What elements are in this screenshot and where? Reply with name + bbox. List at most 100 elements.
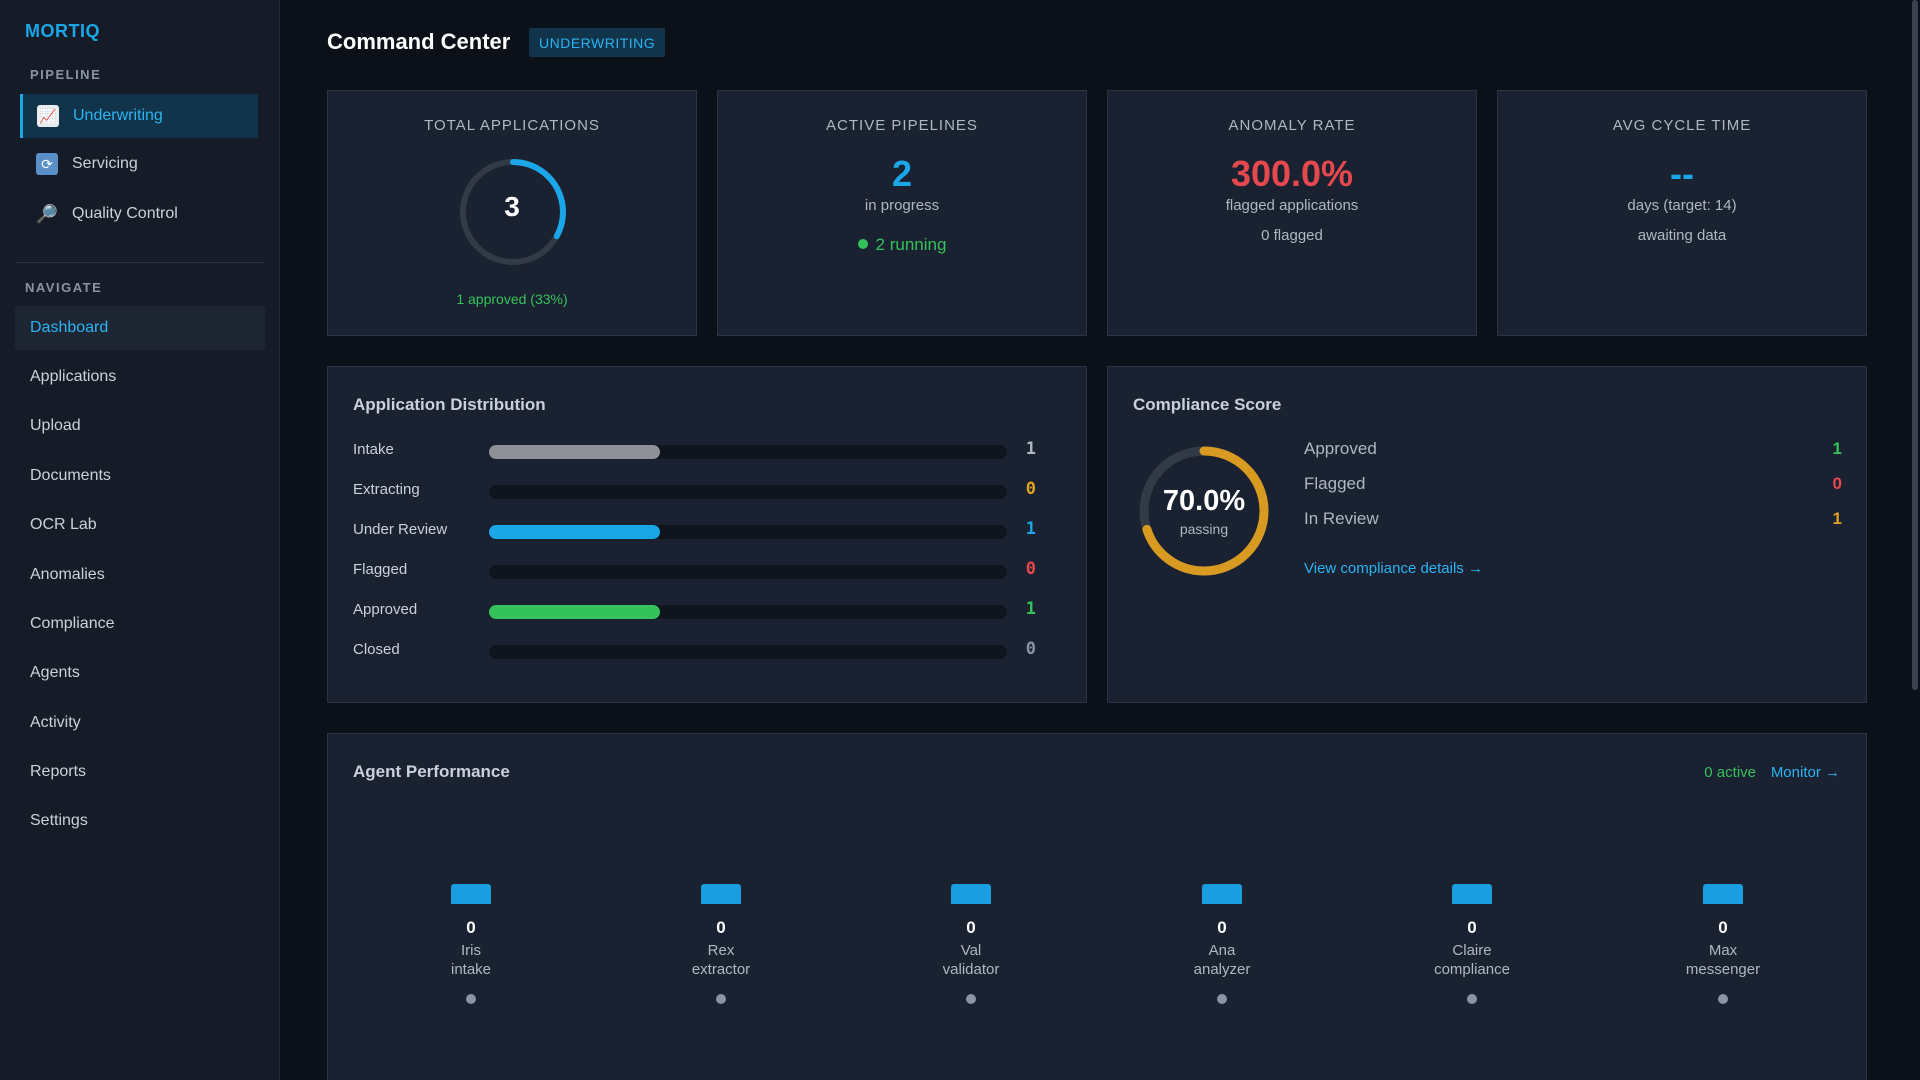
distribution-row-label: Under Review (353, 521, 448, 538)
agent-name: Max (1708, 942, 1738, 959)
distribution-row-closed: Closed 0 (353, 639, 1063, 663)
nav-item-upload[interactable]: Upload (30, 417, 81, 434)
kpi-card-anomaly-rate: ANOMALY RATE 300.0% flagged applications… (1107, 90, 1477, 336)
agent-role: messenger (1685, 961, 1761, 978)
view-compliance-details-link[interactable]: View compliance details → (1304, 560, 1483, 577)
scrollbar[interactable] (1910, 0, 1920, 1080)
brand-logo[interactable]: MORTIQ (25, 21, 100, 41)
sidebar: MORTIQ PIPELINE 📈 Underwriting ⟳ Servici… (0, 0, 280, 1080)
nav-item-compliance[interactable]: Compliance (30, 615, 115, 632)
agent-activity-bar (1202, 884, 1242, 904)
navigate-section-label: NAVIGATE (25, 280, 103, 295)
agent-count: 0 (1467, 918, 1477, 937)
distribution-row-label: Closed (353, 641, 400, 658)
monitor-link[interactable]: Monitor → (1770, 764, 1840, 781)
pipeline-section-label: PIPELINE (30, 67, 102, 82)
agent-count: 0 (716, 918, 726, 937)
pipeline-item-servicing[interactable]: ⟳ Servicing (20, 142, 258, 186)
distribution-row-value: 0 (1025, 479, 1036, 499)
agent-count: 0 (466, 918, 476, 937)
active-pipelines-value: 2 (891, 153, 913, 194)
agent-name: Rex (707, 942, 735, 959)
agent-activity-bar (951, 884, 991, 904)
avg-cycle-time-value: -- (1670, 153, 1694, 194)
distribution-row-intake: Intake 1 (353, 439, 1063, 463)
distribution-row-label: Flagged (353, 561, 408, 578)
compliance-row-label: Flagged (1304, 474, 1366, 493)
distribution-bar-fill (489, 605, 660, 619)
agent-count: 0 (966, 918, 976, 937)
kpi-card-avg-cycle-time: AVG CYCLE TIME -- days (target: 14) awai… (1497, 90, 1867, 336)
agent-activity-bar (451, 884, 491, 904)
nav-item-dashboard[interactable]: Dashboard (15, 306, 265, 350)
agent-card-rex[interactable]: 0 Rex extractor (641, 884, 801, 1004)
distribution-row-under-review: Under Review 1 (353, 519, 1063, 543)
status-dot-icon (857, 239, 868, 249)
magnifier-icon: 🔎 (35, 203, 59, 224)
agent-card-claire[interactable]: 0 Claire compliance (1392, 884, 1552, 1004)
kpi-card-total-applications: TOTAL APPLICATIONS 3 1 approved (33%) (327, 90, 697, 336)
pipeline-item-label: Quality Control (72, 205, 178, 222)
agent-name: Val (960, 942, 982, 959)
compliance-row-label: In Review (1304, 509, 1379, 528)
agent-card-val[interactable]: 0 Val validator (891, 884, 1051, 1004)
pipeline-item-quality-control[interactable]: 🔎 Quality Control (20, 192, 258, 236)
nav-item-ocr-lab[interactable]: OCR Lab (30, 516, 97, 533)
compliance-row-value: 1 (1832, 439, 1842, 458)
compliance-row-approved: Approved 1 (1304, 439, 1842, 463)
agent-status-dot-icon (466, 994, 476, 1004)
agent-card-ana[interactable]: 0 Ana analyzer (1142, 884, 1302, 1004)
agent-role: validator (942, 961, 1000, 978)
distribution-bar-track (489, 485, 1007, 499)
distribution-bar-track (489, 605, 1007, 619)
distribution-bar-fill (489, 445, 660, 459)
nav-item-agents[interactable]: Agents (30, 664, 80, 681)
distribution-row-approved: Approved 1 (353, 599, 1063, 623)
distribution-row-flagged: Flagged 0 (353, 559, 1063, 583)
compliance-ring (1139, 446, 1269, 576)
total-applications-value: 3 (504, 191, 520, 222)
agent-activity-bar (701, 884, 741, 904)
panel-title: Application Distribution (353, 395, 546, 414)
distribution-bar-track (489, 565, 1007, 579)
agent-name: Ana (1208, 942, 1236, 959)
distribution-bar-track (489, 445, 1007, 459)
distribution-row-extracting: Extracting 0 (353, 479, 1063, 503)
application-distribution-panel: Application Distribution Intake 1 Extracti… (327, 366, 1087, 703)
agent-card-iris[interactable]: 0 Iris intake (391, 884, 551, 1004)
nav-item-applications[interactable]: Applications (30, 368, 117, 385)
page-title: Command Center (327, 29, 511, 54)
kpi-title: AVG CYCLE TIME (1612, 117, 1752, 134)
agent-card-max[interactable]: 0 Max messenger (1643, 884, 1803, 1004)
distribution-row-label: Approved (353, 601, 418, 618)
compliance-row-value: 1 (1832, 509, 1842, 528)
chart-icon: 📈 (37, 105, 59, 127)
compliance-ring-progress (1139, 446, 1269, 576)
panel-title: Compliance Score (1133, 395, 1282, 414)
distribution-bar-fill (489, 525, 660, 539)
compliance-score-label: passing (1179, 521, 1229, 537)
agent-status-dot-icon (1718, 994, 1728, 1004)
agent-count: 0 (1718, 918, 1728, 937)
nav-item-settings[interactable]: Settings (30, 812, 88, 829)
distribution-bar-track (489, 525, 1007, 539)
nav-item-activity[interactable]: Activity (30, 714, 81, 731)
agent-performance-panel: Agent Performance 0 active Monitor → 0 Ir… (327, 733, 1867, 1080)
total-applications-ring-progress (460, 159, 566, 265)
agent-status-dot-icon (1467, 994, 1477, 1004)
running-status-label: 2 running (875, 235, 947, 254)
anomaly-rate-value: 300.0% (1230, 153, 1354, 194)
kpi-title: ANOMALY RATE (1228, 117, 1356, 134)
nav-item-reports[interactable]: Reports (30, 763, 87, 780)
total-applications-ring (460, 159, 566, 265)
kpi-card-active-pipelines: ACTIVE PIPELINES 2 in progress 2 running (717, 90, 1087, 336)
nav-item-documents[interactable]: Documents (30, 467, 111, 484)
distribution-row-value: 0 (1025, 559, 1036, 579)
compliance-row-flagged: Flagged 0 (1304, 474, 1842, 498)
nav-item-anomalies[interactable]: Anomalies (30, 566, 105, 583)
pipeline-item-label: Servicing (72, 155, 138, 172)
pipeline-item-underwriting[interactable]: 📈 Underwriting (20, 94, 258, 138)
kpi-title: TOTAL APPLICATIONS (424, 117, 600, 134)
approved-summary: 1 approved (33%) (456, 291, 568, 307)
scrollbar-thumb[interactable] (1912, 0, 1918, 690)
